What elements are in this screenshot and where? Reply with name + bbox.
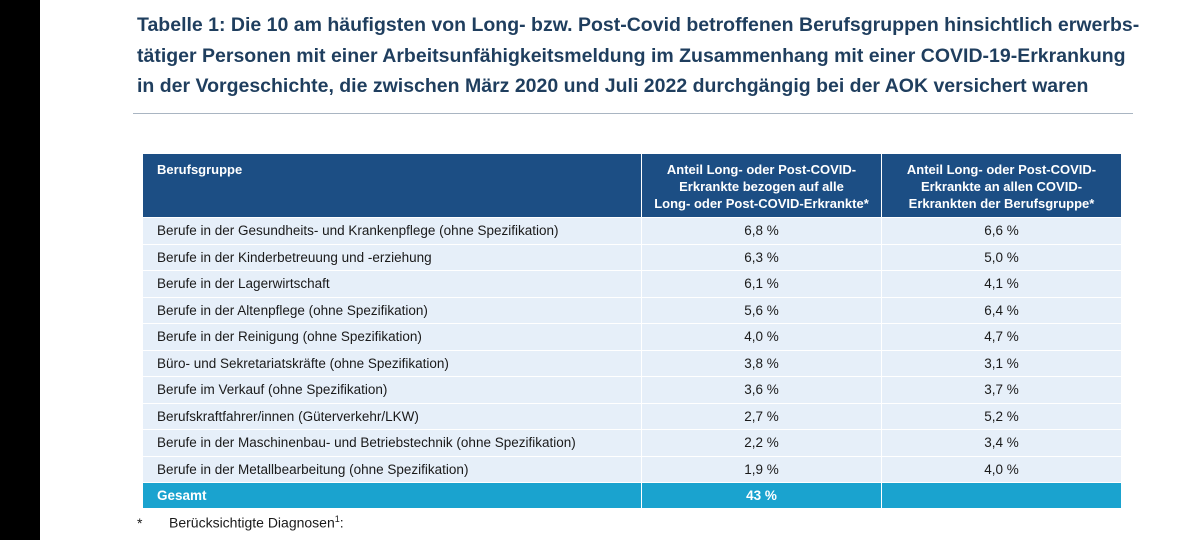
table-row: Berufe in der Lagerwirtschaft 6,1 % 4,1 …: [142, 270, 1122, 298]
cell-share-group: 3,7 %: [881, 376, 1122, 404]
header-berufsgruppe: Berufsgruppe: [142, 153, 642, 218]
header-share-all-line-1: Anteil Long- oder Post-COVID-: [666, 162, 857, 177]
footnote: * Berücksichtigte Diagnosen1:: [137, 514, 344, 531]
cell-share-group: 6,6 %: [881, 217, 1122, 245]
total-row: Gesamt 43 %: [142, 482, 1122, 509]
table-row: Berufe in der Maschinenbau- und Betriebs…: [142, 429, 1122, 457]
cell-share-all: 3,6 %: [641, 376, 882, 404]
footnote-mark: *: [137, 514, 143, 531]
cell-berufsgruppe: Berufe in der Lagerwirtschaft: [142, 270, 642, 298]
table-title: Tabelle 1: Die 10 am häufigsten von Long…: [137, 14, 1140, 97]
cell-berufsgruppe: Berufe in der Reinigung (ohne Spezifikat…: [142, 323, 642, 351]
cell-share-all: 1,9 %: [641, 455, 882, 483]
header-share-group-line-1: Anteil Long- oder Post-COVID-: [906, 162, 1097, 177]
total-share-group: [881, 482, 1122, 509]
cell-share-group: 5,0 %: [881, 243, 1122, 271]
cell-berufsgruppe: Büro- und Sekretariatskräfte (ohne Spezi…: [142, 349, 642, 377]
cell-share-group: 5,2 %: [881, 402, 1122, 430]
left-edge-bar: [0, 0, 40, 540]
total-share-all: 43 %: [641, 482, 882, 509]
cell-share-group: 3,1 %: [881, 349, 1122, 377]
cell-share-all: 2,7 %: [641, 402, 882, 430]
header-row: Berufsgruppe Anteil Long- oder Post-COVI…: [142, 153, 1122, 218]
cell-share-group: 4,0 %: [881, 455, 1122, 483]
cell-share-all: 4,0 %: [641, 323, 882, 351]
cell-share-all: 6,8 %: [641, 217, 882, 245]
table-row: Berufe in der Gesundheits- und Krankenpf…: [142, 217, 1122, 245]
table-row: Berufe in der Kinderbetreuung und -erzie…: [142, 243, 1122, 271]
table-row: Büro- und Sekretariatskräfte (ohne Spezi…: [142, 349, 1122, 377]
cell-share-all: 6,3 %: [641, 243, 882, 271]
footnote-superscript: 1: [334, 514, 340, 524]
header-share-group: Anteil Long- oder Post-COVID- Erkrankte …: [881, 153, 1122, 218]
header-share-group-line-2: Erkrankte an allen COVID-: [920, 179, 1083, 194]
cell-share-all: 6,1 %: [641, 270, 882, 298]
cell-berufsgruppe: Berufe in der Maschinenbau- und Betriebs…: [142, 429, 642, 457]
footnote-suffix: :: [339, 514, 344, 531]
table-body: Berufe in der Gesundheits- und Krankenpf…: [142, 217, 1122, 483]
cell-share-all: 2,2 %: [641, 429, 882, 457]
header-share-all: Anteil Long- oder Post-COVID- Erkrankte …: [641, 153, 882, 218]
table-row: Berufe in der Metallbearbeitung (ohne Sp…: [142, 455, 1122, 483]
cell-berufsgruppe: Berufskraftfahrer/innen (Güterverkehr/LK…: [142, 402, 642, 430]
total-label: Gesamt: [142, 482, 642, 509]
cell-berufsgruppe: Berufe im Verkauf (ohne Spezifikation): [142, 376, 642, 404]
header-share-all-line-2: Erkrankte bezogen auf alle: [679, 179, 844, 194]
table-header: Berufsgruppe Anteil Long- oder Post-COVI…: [142, 153, 1122, 218]
cell-berufsgruppe: Berufe in der Metallbearbeitung (ohne Sp…: [142, 455, 642, 483]
cell-share-group: 6,4 %: [881, 296, 1122, 324]
cell-share-all: 5,6 %: [641, 296, 882, 324]
cell-berufsgruppe: Berufe in der Kinderbetreuung und -erzie…: [142, 243, 642, 271]
occupation-table: Berufsgruppe Anteil Long- oder Post-COVI…: [142, 153, 1122, 509]
table-row: Berufskraftfahrer/innen (Güterverkehr/LK…: [142, 402, 1122, 430]
title-divider: [133, 113, 1133, 114]
header-share-group-line-3: Erkrankten der Berufsgruppe*: [908, 196, 1095, 211]
table-row: Berufe in der Altenpflege (ohne Spezifik…: [142, 296, 1122, 324]
cell-share-all: 3,8 %: [641, 349, 882, 377]
footnote-text: Berücksichtigte Diagnosen: [169, 514, 335, 531]
cell-share-group: 3,4 %: [881, 429, 1122, 457]
table-row: Berufe in der Reinigung (ohne Spezifikat…: [142, 323, 1122, 351]
cell-berufsgruppe: Berufe in der Gesundheits- und Krankenpf…: [142, 217, 642, 245]
table-row: Berufe im Verkauf (ohne Spezifikation) 3…: [142, 376, 1122, 404]
table-footer: Gesamt 43 %: [142, 482, 1122, 509]
header-share-all-line-3: Long- oder Post-COVID-Erkrankte*: [654, 196, 869, 211]
cell-share-group: 4,1 %: [881, 270, 1122, 298]
cell-share-group: 4,7 %: [881, 323, 1122, 351]
cell-berufsgruppe: Berufe in der Altenpflege (ohne Spezifik…: [142, 296, 642, 324]
